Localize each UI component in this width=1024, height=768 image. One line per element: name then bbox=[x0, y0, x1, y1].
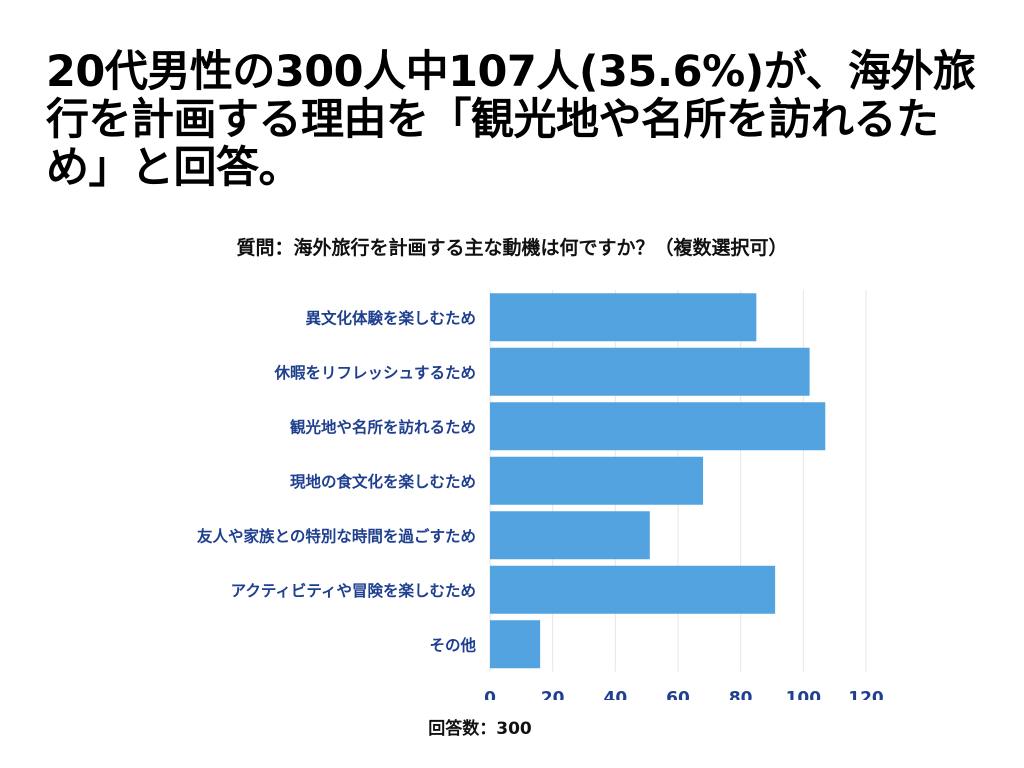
category-label: 異文化体験を楽しむため bbox=[305, 308, 476, 327]
bar bbox=[490, 620, 541, 669]
bar bbox=[490, 402, 826, 451]
x-tick-label: 60 bbox=[666, 689, 690, 701]
x-tick-label: 0 bbox=[484, 689, 496, 701]
bar bbox=[490, 456, 704, 505]
response-count: 回答数：300 bbox=[428, 719, 532, 739]
category-label: その他 bbox=[429, 635, 476, 654]
category-label: 休暇をリフレッシュするため bbox=[273, 363, 476, 382]
bar bbox=[490, 565, 776, 614]
bar bbox=[490, 293, 757, 342]
category-label: 友人や家族との特別な時間を過ごすため bbox=[197, 526, 476, 545]
category-label: アクティビティや冒険を楽しむため bbox=[231, 581, 476, 600]
category-label: 現地の食文化を楽しむため bbox=[290, 472, 476, 491]
x-tick-label: 120 bbox=[848, 689, 884, 701]
x-tick-label: 20 bbox=[541, 689, 565, 701]
x-tick-label: 100 bbox=[786, 689, 822, 701]
x-tick-label: 40 bbox=[603, 689, 627, 701]
chart-title: 質問：海外旅行を計画する主な動機は何ですか？（複数選択可） bbox=[236, 237, 788, 259]
category-label: 観光地や名所を訪れるため bbox=[290, 417, 476, 436]
x-tick-label: 80 bbox=[729, 689, 753, 701]
bar bbox=[490, 347, 810, 396]
bar bbox=[490, 511, 650, 560]
bar-chart: 異文化体験を楽しむため休暇をリフレッシュするため観光地や名所を訪れるため現地の食… bbox=[197, 290, 884, 701]
headline: 20代男性の300人中107人(35.6%)が、海外旅行を計画する理由を「観光地… bbox=[46, 47, 976, 194]
